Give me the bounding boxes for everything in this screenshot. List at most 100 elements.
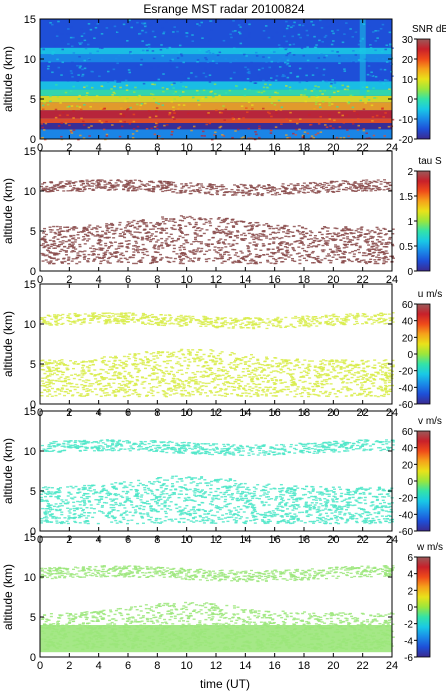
x-tick-label-w-6: 12 [210,660,222,672]
colorbar-tick-u-6: -60 [399,400,414,411]
colorbar-label-v: v m/s [418,416,442,427]
colorbar-tick-u-0: 60 [402,300,414,311]
colorbar-tick-w-2: 2 [407,586,413,597]
x-tick-label-w-1: 2 [66,660,72,672]
colorbar-tick-u-4: -20 [399,367,414,378]
colorbar-tick-snr-1: 20 [402,55,414,66]
y-tick-label-w-3: 15 [24,532,36,544]
colorbar-tick-v-3: 0 [407,477,413,488]
x-tick-label-snr-3: 6 [125,142,131,154]
y-tick-label-v-3: 15 [24,406,36,418]
colorbar-tick-v-6: -60 [399,527,414,538]
colorbar-tick-snr-4: -10 [399,115,414,126]
x-tick-label-w-3: 6 [125,660,131,672]
y-tick-label-snr-0: 0 [30,134,36,146]
x-tick-label-tau-7: 14 [239,274,251,286]
x-tick-label-tau-10: 20 [327,274,339,286]
y-tick-label-u-0: 0 [30,399,36,411]
x-tick-label-w-5: 10 [181,660,193,672]
x-tick-label-snr-1: 2 [66,142,72,154]
colorbar-tick-u-1: 40 [402,317,414,328]
y-axis-label-tau: altitude (km) [1,178,15,244]
colorbar-tick-w-3: 0 [407,603,413,614]
plot-area-w [40,565,395,653]
colorbar-w [416,556,431,658]
x-tick-label-tau-1: 2 [66,274,72,286]
y-axis-label-w: altitude (km) [1,564,15,630]
x-tick-label-tau-4: 8 [154,274,160,286]
y-tick-label-w-2: 10 [24,572,36,584]
x-tick-label-w-7: 14 [239,660,251,672]
x-tick-label-tau-2: 4 [96,274,102,286]
x-tick-label-tau-5: 10 [181,274,193,286]
x-tick-label-snr-2: 4 [96,142,102,154]
colorbar-label-tau: tau S [418,156,442,167]
y-tick-label-u-2: 10 [24,319,36,331]
colorbar-tick-v-5: -40 [399,510,414,521]
x-tick-label-tau-3: 6 [125,274,131,286]
colorbar-tick-v-0: 60 [402,427,414,438]
colorbar-v [416,430,431,532]
y-tick-label-snr-2: 10 [24,54,36,66]
colorbar-tick-snr-0: 30 [402,35,414,46]
colorbar-label-u: u m/s [418,289,442,300]
x-tick-label-tau-11: 22 [357,274,369,286]
y-tick-label-v-0: 0 [30,526,36,538]
y-axis-label-snr: altitude (km) [1,46,15,112]
y-axis-label-u: altitude (km) [1,311,15,377]
colorbar-label-snr: SNR dB [412,24,446,35]
y-tick-label-u-3: 15 [24,279,36,291]
x-tick-label-w-0: 0 [37,660,43,672]
x-tick-label-w-12: 24 [386,660,398,672]
colorbar-tick-snr-5: -20 [399,135,414,146]
plot-area-v [40,439,395,525]
y-tick-label-tau-0: 0 [30,266,36,278]
colorbar-u [416,303,431,405]
colorbar-tick-w-1: 4 [407,570,413,581]
y-tick-label-tau-2: 10 [24,186,36,198]
colorbar-tau [416,170,431,272]
plot-area-snr [40,19,395,141]
colorbar-tick-w-5: -4 [404,636,413,647]
y-tick-label-snr-1: 5 [30,94,36,106]
colorbar-tick-u-3: 0 [407,350,413,361]
colorbar-tick-snr-2: 10 [402,75,414,86]
x-tick-label-w-9: 18 [298,660,310,672]
colorbar-tick-tau-0: 2 [407,167,413,178]
x-tick-label-tau-8: 16 [269,274,281,286]
x-tick-label-tau-9: 18 [298,274,310,286]
colorbar-tick-tau-4: 0 [407,267,413,278]
plot-area-tau [40,179,395,265]
colorbar-tick-v-1: 40 [402,444,414,455]
y-tick-label-u-1: 5 [30,359,36,371]
x-tick-label-tau-6: 12 [210,274,222,286]
colorbar-tick-tau-2: 1 [407,217,413,228]
plot-area-u [40,312,395,398]
y-tick-label-v-2: 10 [24,446,36,458]
plot-frame-v [39,410,393,532]
colorbar-tick-w-4: -2 [404,620,413,631]
y-axis-label-v: altitude (km) [1,438,15,504]
y-tick-label-w-1: 5 [30,612,36,624]
x-tick-label-tau-12: 24 [386,274,398,286]
y-tick-label-tau-3: 15 [24,146,36,158]
x-tick-label-w-8: 16 [269,660,281,672]
y-tick-label-snr-3: 15 [24,14,36,26]
colorbar-snr [416,38,431,140]
colorbar-tick-tau-3: 0.5 [399,242,413,253]
x-tick-label-w-11: 22 [357,660,369,672]
figure-title: Esrange MST radar 20100824 [143,2,305,16]
colorbar-tick-v-2: 20 [402,460,414,471]
x-tick-label-w-2: 4 [96,660,102,672]
x-tick-label-snr-4: 8 [154,142,160,154]
colorbar-tick-u-2: 20 [402,333,414,344]
y-tick-label-v-1: 5 [30,486,36,498]
colorbar-label-w: w m/s [416,542,443,553]
colorbar-tick-u-5: -40 [399,383,414,394]
colorbar-tick-w-0: 6 [407,553,413,564]
